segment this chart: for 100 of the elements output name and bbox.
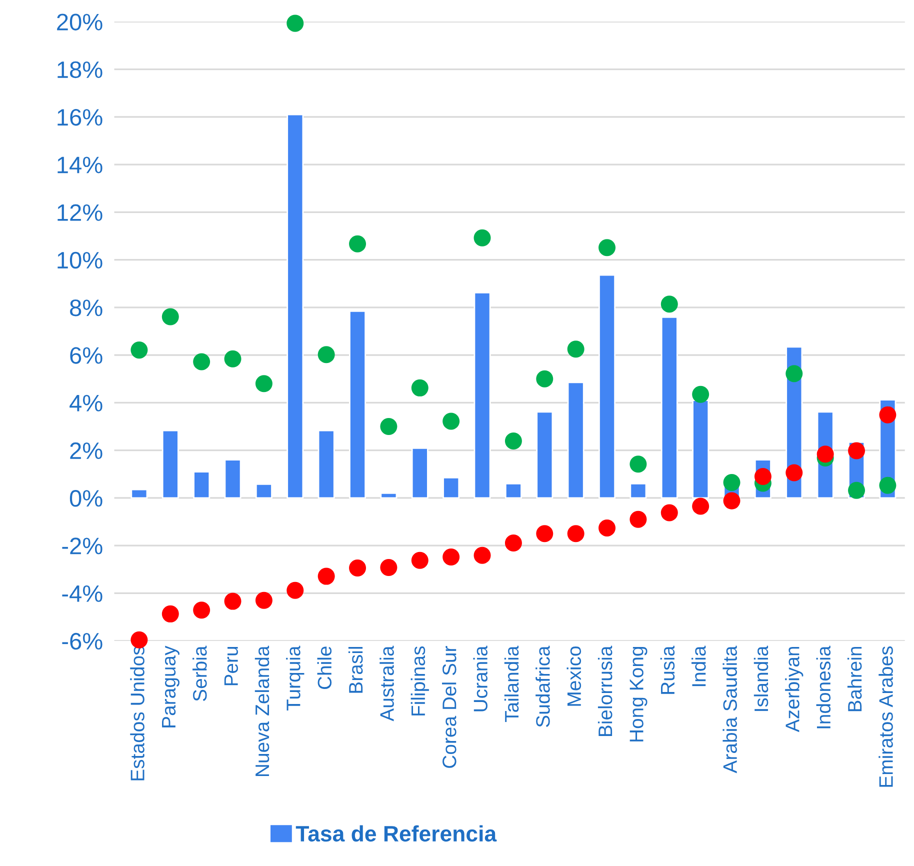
point — [504, 534, 522, 552]
point — [130, 631, 148, 648]
y-tick-label: 18% — [58, 61, 102, 78]
point — [816, 446, 834, 463]
point — [879, 476, 896, 494]
point — [380, 558, 398, 576]
x-tick-label: Rusia — [660, 646, 675, 694]
bar — [692, 400, 710, 499]
x-tick-label: Brasil — [348, 647, 363, 693]
x-tick-label: Hong Kong — [630, 646, 648, 742]
x-tick-label: Peru — [224, 646, 238, 686]
y-tick-label: 0% — [70, 490, 102, 507]
y-tick-label: 6% — [70, 347, 102, 364]
legend-label: Tasa de Referencia — [296, 825, 497, 842]
point — [692, 498, 710, 515]
point — [630, 510, 647, 528]
y-tick-label: 4% — [70, 394, 102, 412]
x-tick-label: Sudafrica — [536, 646, 550, 727]
point — [660, 296, 678, 313]
point — [536, 370, 554, 388]
bar — [536, 411, 554, 499]
x-tick-label: Islandia — [754, 646, 768, 711]
point — [224, 592, 242, 610]
point — [318, 346, 335, 364]
point — [723, 474, 740, 491]
bar — [349, 310, 366, 499]
x-tick-label: Arabia Saudita — [722, 646, 737, 774]
point — [848, 442, 866, 460]
point — [255, 375, 272, 392]
y-tick-label: 8% — [70, 300, 102, 316]
point — [193, 353, 210, 370]
y-tick-label: -6% — [62, 632, 102, 650]
x-tick-label: Australia — [380, 646, 394, 722]
point — [567, 340, 584, 358]
bar — [130, 488, 148, 499]
y-tick-label: 2% — [70, 442, 102, 460]
point — [567, 525, 584, 542]
point — [879, 406, 896, 424]
point — [255, 592, 272, 609]
point — [349, 559, 366, 576]
x-tick-label: Mexico — [566, 646, 582, 706]
bar — [193, 471, 210, 499]
point — [504, 432, 522, 450]
point — [786, 365, 803, 382]
x-tick-label: Estados Unidos — [130, 646, 144, 780]
x-tick-label: Corea Del Sur — [442, 646, 456, 768]
point — [660, 504, 678, 522]
point — [536, 525, 554, 542]
y-tick-label: 12% — [58, 204, 102, 221]
x-tick-label: Serbia — [192, 646, 207, 702]
x-tick-label: Filipinas — [410, 646, 429, 716]
point — [318, 568, 335, 585]
y-tick-label: 10% — [58, 252, 102, 269]
point — [162, 605, 179, 622]
point — [474, 546, 491, 564]
x-tick-label: India — [692, 646, 706, 686]
point — [162, 308, 179, 326]
point — [786, 464, 803, 482]
bar — [318, 430, 335, 499]
x-tick-label: Bahrein — [847, 646, 862, 712]
bar — [162, 430, 179, 499]
point — [598, 239, 616, 256]
point — [598, 519, 616, 536]
y-tick-label: 14% — [58, 156, 102, 174]
x-tick-label: Emiratos Arabes — [878, 646, 893, 787]
bar — [598, 274, 616, 499]
point — [411, 379, 428, 396]
point — [692, 386, 710, 403]
bar — [224, 459, 242, 499]
x-tick-label: Ucrania — [473, 646, 488, 712]
x-tick-label: Chile — [317, 646, 332, 690]
point — [130, 342, 148, 359]
point — [286, 14, 304, 32]
x-tick-label: Paraguay — [162, 646, 180, 728]
y-tick-label: 20% — [57, 14, 102, 30]
bar — [474, 292, 491, 499]
point — [442, 412, 460, 430]
point — [224, 350, 242, 368]
x-tick-label: Bielorrusia — [598, 646, 612, 736]
bar — [411, 447, 428, 499]
point — [630, 456, 647, 473]
point — [411, 552, 428, 569]
point — [723, 492, 740, 510]
bar — [567, 382, 584, 499]
x-tick-label: Indonesia — [816, 646, 831, 728]
y-tick-label: -4% — [62, 585, 102, 602]
point — [848, 482, 866, 499]
x-tick-label: Tailandia — [504, 646, 519, 722]
point — [754, 468, 772, 486]
point — [349, 235, 366, 252]
bar — [442, 477, 460, 499]
x-tick-label: Turquia — [286, 646, 304, 710]
y-tick-label: 16% — [58, 108, 102, 126]
bar — [504, 482, 522, 499]
y-tick-label: -2% — [62, 538, 102, 554]
point — [193, 602, 210, 619]
bar — [660, 316, 678, 499]
bar — [380, 492, 398, 499]
bar — [286, 114, 304, 499]
point — [286, 582, 304, 599]
